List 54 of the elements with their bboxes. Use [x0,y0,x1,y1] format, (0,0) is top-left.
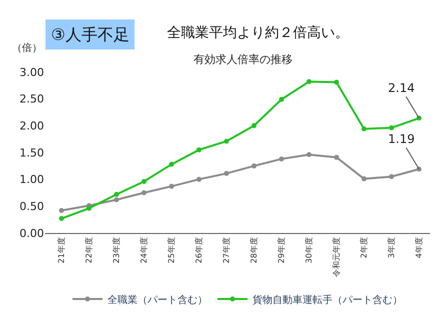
x-tick-label: 23年度 [112,237,122,264]
x-tick-label: 2年度 [360,237,369,258]
y-tick-label: 2.50 [20,92,44,106]
legend-label: 貨物自動車運転手（パート含む） [252,294,402,306]
y-tick-label: 1.00 [20,173,44,186]
y-tick-label: 3.00 [20,66,44,79]
point [334,154,339,160]
x-tick-label: 28年度 [250,237,259,264]
point [224,138,229,144]
point [389,125,394,130]
y-axis-title: （倍） [12,42,42,54]
point [306,79,312,84]
point [114,192,119,197]
point [362,126,366,132]
x-tick-label: 24年度 [140,237,149,264]
point [196,176,202,182]
legend-label: 全職業（パート含む） [108,294,208,306]
point [334,80,339,85]
point [59,208,64,213]
x-tick-label: 3年度 [387,237,396,258]
y-tick-label: 0.00 [20,226,44,240]
point [114,197,119,202]
point [169,162,174,167]
point [86,206,92,211]
data-label: 1.19 [388,132,415,146]
point [196,147,202,152]
point [252,123,256,128]
point [306,152,312,158]
x-tick-label: 4年度 [414,237,424,258]
y-tick-label: 2.00 [20,120,44,133]
x-tick-label: 29年度 [277,237,286,264]
y-tick-label: 0.50 [20,200,44,214]
point [389,174,394,180]
point [279,156,284,162]
text: 全職業平均より約２倍高い。 [167,25,349,41]
x-tick-label: 26年度 [194,237,204,264]
x-tick-label: 22年度 [84,237,94,264]
chart-title: 有効求人倍率の推移 [194,52,293,66]
x-tick-label: 令和元年度 [332,237,342,278]
point [142,178,146,184]
data-label: 2.14 [388,81,415,95]
point [224,170,229,176]
point [279,96,284,102]
point [169,184,174,189]
point [142,190,146,196]
point [59,216,64,222]
x-tick-label: 21年度 [57,237,66,264]
point [252,163,256,168]
text: ③人手不足 [51,25,130,44]
y-tick-label: 1.50 [20,146,44,160]
x-tick-label: 30年度 [304,237,314,264]
x-tick-label: 25年度 [167,237,176,264]
x-tick-label: 27年度 [222,237,232,264]
point [362,176,366,182]
